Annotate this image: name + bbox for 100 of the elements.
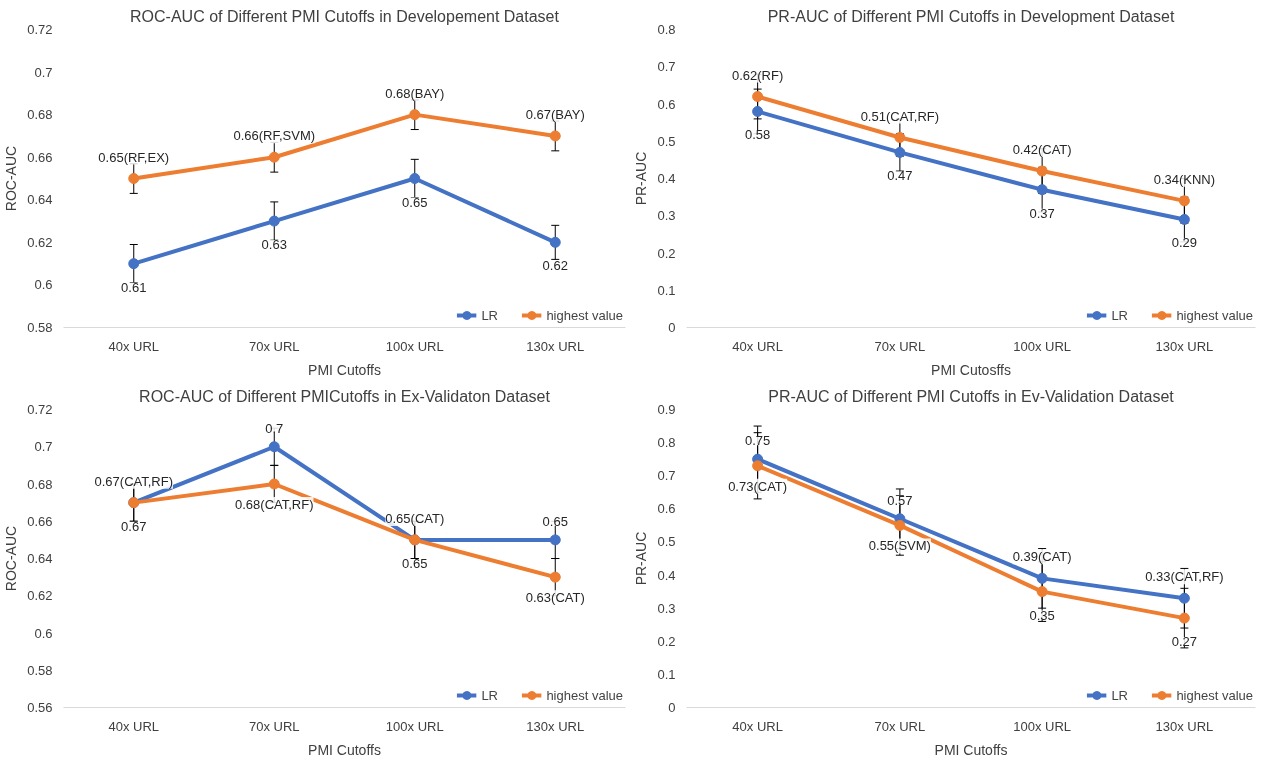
y-tick-label: 0.6 (34, 277, 53, 293)
x-tick-label: 40x URL (108, 718, 160, 734)
y-tick-label: 0.68 (27, 107, 53, 123)
legend-label: highest value (546, 307, 623, 323)
chart-title: ROC-AUC of Different PMICutoffs in Ex-Validaton Dataset (139, 387, 551, 405)
y-tick-label: 0.68 (27, 476, 53, 492)
x-tick-label: 40x URL (732, 718, 783, 734)
y-tick-label: 0.64 (27, 192, 53, 208)
data-label: 0.68(CAT,RF) (235, 497, 314, 512)
data-label: 0.7 (265, 420, 284, 436)
x-axis-title: PMI Cutosffs (931, 361, 1011, 378)
chart-title: ROC-AUC of Different PMI Cutoffs in Developement Dataset (130, 7, 560, 25)
legend-label: highest value (1176, 687, 1253, 703)
y-tick-label: 0.56 (27, 700, 53, 715)
legend-label: LR (481, 307, 499, 323)
data-label: 0.55(SVM) (868, 538, 931, 554)
data-label: 0.65 (402, 194, 428, 210)
y-axis-title: ROC-AUC (3, 145, 20, 212)
data-label: 0.62 (542, 258, 568, 274)
y-tick-label: 0.4 (657, 171, 676, 186)
y-tick-label: 0.72 (27, 22, 53, 37)
data-label: 0.68(BAY) (385, 85, 445, 101)
data-label: 0.62(RF) (731, 67, 784, 83)
x-axis-title: PMI Cutoffs (308, 741, 381, 758)
data-label: 0.42(CAT) (1012, 142, 1072, 158)
x-tick-label: 70x URL (248, 718, 300, 734)
y-tick-label: 0.6 (34, 625, 53, 641)
data-label: 0.67(CAT,RF) (94, 473, 173, 489)
data-label: 0.37 (1029, 205, 1055, 221)
y-tick-label: 0.7 (34, 64, 53, 80)
y-tick-label: 0.5 (657, 133, 676, 149)
x-tick-label: 100x URL (1013, 338, 1072, 354)
data-label: 0.51(CAT,RF) (860, 108, 940, 124)
y-tick-label: 0.64 (27, 551, 53, 566)
x-axis-title: PMI Cutoffs (308, 361, 381, 378)
y-tick-label: 0.1 (657, 666, 676, 682)
x-tick-label: 130x URL (526, 718, 585, 734)
y-axis-title: PR-AUC (633, 531, 650, 586)
y-tick-label: 0.6 (657, 501, 676, 517)
chart-title: PR-AUC of Different PMI Cutoffs in Ev-Validation Dataset (768, 387, 1175, 405)
y-tick-label: 0.7 (34, 439, 53, 455)
y-tick-label: 0.5 (657, 534, 676, 550)
data-label: 0.75 (744, 433, 771, 449)
y-tick-label: 0 (668, 700, 676, 715)
y-tick-label: 0.7 (657, 59, 676, 75)
legend-label: LR (481, 687, 499, 703)
data-label: 0.63 (261, 237, 287, 253)
data-label: 0.29 (1171, 235, 1198, 251)
data-label: 0.65(CAT) (385, 510, 445, 526)
y-tick-label: 0.1 (657, 282, 676, 298)
data-label: 0.27 (1171, 634, 1198, 650)
y-tick-label: 0.6 (657, 96, 676, 112)
data-label: 0.73(CAT) (728, 478, 788, 494)
y-tick-label: 0.58 (27, 320, 53, 335)
y-tick-label: 0.2 (657, 633, 676, 649)
x-tick-label: 40x URL (108, 338, 160, 354)
data-label: 0.34(KNN) (1153, 171, 1216, 187)
data-label: 0.65 (542, 513, 568, 529)
legend-label: LR (1111, 307, 1129, 323)
y-tick-label: 0.7 (657, 468, 676, 484)
x-tick-label: 100x URL (385, 718, 444, 734)
data-label: 0.66(RF,SVM) (233, 128, 316, 144)
y-tick-label: 0.9 (657, 402, 676, 417)
y-axis-title: PR-AUC (633, 151, 650, 206)
y-tick-label: 0.2 (657, 245, 676, 261)
data-label: 0.67(BAY) (525, 106, 585, 122)
chart-title: PR-AUC of Different PMI Cutoffs in Development Dataset (767, 7, 1175, 25)
y-tick-label: 0.62 (27, 588, 53, 604)
y-tick-label: 0.3 (657, 208, 676, 224)
data-label: 0.58 (744, 127, 771, 143)
y-axis-title: ROC-AUC (3, 525, 20, 592)
x-tick-label: 130x URL (1155, 718, 1214, 734)
data-label: 0.33(CAT,RF) (1145, 569, 1224, 585)
data-label: 0.61 (121, 279, 147, 295)
data-label: 0.57 (887, 492, 913, 508)
data-label: 0.35 (1029, 607, 1055, 623)
x-axis-title: PMI Cutoffs (934, 741, 1008, 758)
x-tick-label: 70x URL (248, 338, 300, 354)
data-label: 0.63(CAT) (525, 590, 585, 606)
x-tick-label: 130x URL (1155, 338, 1214, 354)
legend-label: LR (1111, 687, 1129, 703)
x-tick-label: 40x URL (732, 338, 783, 354)
y-tick-label: 0.8 (657, 22, 676, 37)
x-tick-label: 70x URL (874, 338, 926, 354)
y-tick-label: 0.66 (27, 513, 53, 529)
data-label: 0.65 (402, 555, 428, 571)
y-tick-label: 0.3 (657, 600, 676, 616)
y-tick-label: 0.8 (657, 435, 676, 451)
y-tick-label: 0.4 (657, 567, 676, 583)
x-tick-label: 70x URL (874, 718, 926, 734)
data-label: 0.67 (121, 518, 147, 534)
y-tick-label: 0.58 (27, 662, 53, 678)
legend-label: highest value (1176, 307, 1253, 323)
data-label: 0.47 (887, 168, 913, 184)
x-tick-label: 100x URL (1013, 718, 1072, 734)
y-tick-label: 0.72 (27, 402, 53, 417)
data-label: 0.39(CAT) (1012, 549, 1072, 565)
x-tick-label: 100x URL (385, 338, 444, 354)
y-tick-label: 0.62 (27, 234, 53, 250)
x-tick-label: 130x URL (526, 338, 585, 354)
